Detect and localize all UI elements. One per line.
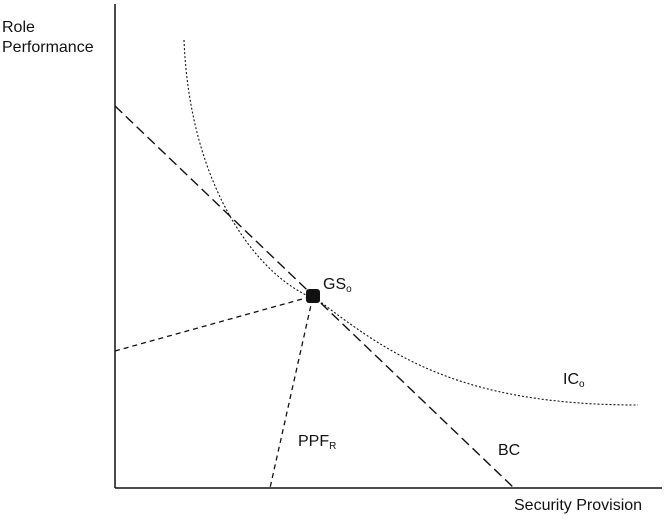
- indifference-curve-label: ICo: [563, 370, 585, 390]
- budget-constraint-label: BC: [498, 442, 521, 459]
- ppf-label-subscript: R: [329, 441, 337, 452]
- ppf-frontier: [114, 295, 314, 489]
- indifference-curve-label-main: IC: [563, 371, 579, 388]
- y-axis-label: Role Performance: [2, 18, 94, 58]
- ppf-label: PPFR: [298, 432, 336, 452]
- equilibrium-label-subscript: o: [346, 284, 352, 295]
- y-axis-label-line1: Role: [2, 19, 35, 36]
- equilibrium-point-marker: [306, 289, 320, 303]
- indifference-curve-label-subscript: o: [579, 379, 585, 390]
- indifference-curve: [183, 39, 639, 406]
- equilibrium-label: GSo: [323, 275, 352, 295]
- ppf-label-main: PPF: [298, 433, 330, 450]
- x-axis-label: Security Provision: [514, 497, 643, 514]
- y-axis-label-line2: Performance: [2, 39, 94, 56]
- equilibrium-label-main: GS: [323, 276, 347, 293]
